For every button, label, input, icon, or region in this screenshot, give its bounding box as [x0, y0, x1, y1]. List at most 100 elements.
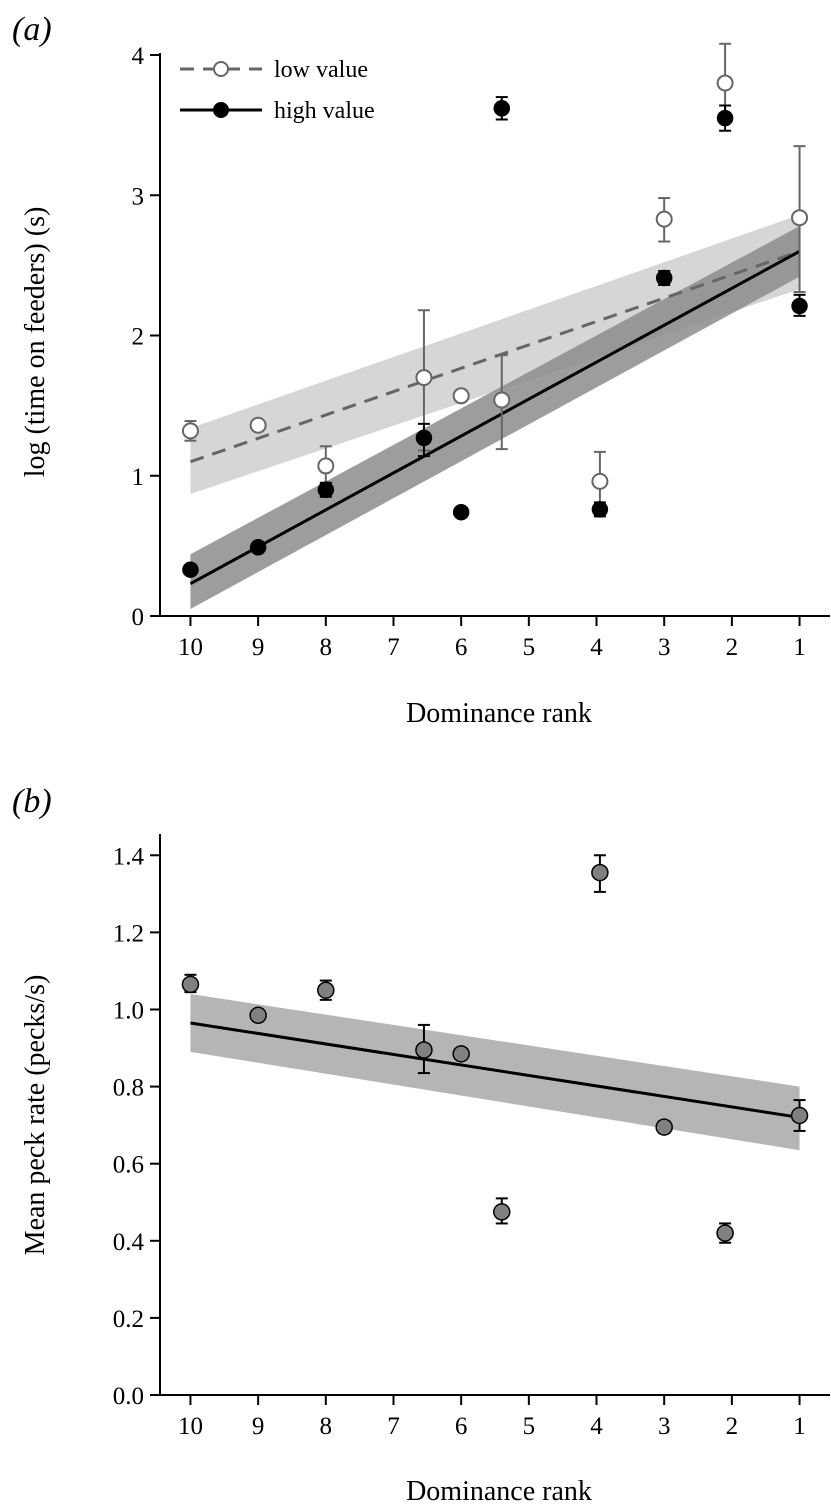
marker	[591, 501, 609, 518]
x-tick-label: 8	[320, 1413, 333, 1440]
confidence-bands	[190, 214, 800, 609]
marker	[415, 429, 433, 447]
confidence-band-fit	[190, 994, 800, 1151]
marker	[591, 472, 609, 490]
x-tick-label: 4	[590, 1413, 603, 1440]
data-points	[181, 854, 809, 1244]
marker	[181, 422, 199, 440]
y-tick-label: 0.4	[113, 1229, 145, 1256]
x-tick-label: 3	[658, 634, 671, 661]
marker	[249, 539, 267, 556]
marker	[791, 297, 808, 315]
marker	[181, 975, 200, 994]
marker	[452, 1045, 470, 1063]
panel-label-b: (b)	[12, 783, 52, 820]
marker	[249, 416, 267, 434]
y-tick-label: 1.0	[113, 997, 144, 1024]
marker	[790, 1106, 809, 1125]
marker	[493, 1203, 511, 1221]
y-tick-label: 2	[132, 324, 145, 351]
legend-low-label: low value	[274, 57, 368, 83]
x-tick-label: 1	[793, 634, 806, 661]
point-low-value-3	[415, 309, 433, 452]
fit-lines	[189, 249, 801, 586]
point-low-value-2	[317, 445, 335, 486]
y-tick-label: 0.2	[113, 1306, 144, 1333]
x-tick-label: 6	[455, 1413, 468, 1440]
x-tick-label: 7	[387, 634, 400, 661]
x-tick-label: 3	[658, 1413, 671, 1440]
point-high-value-8	[716, 104, 734, 132]
marker	[452, 387, 470, 405]
point-low-value-1	[249, 416, 267, 434]
y-tick-label: 0.6	[113, 1152, 144, 1179]
point-peck-rate-6	[591, 854, 609, 893]
point-peck-rate-4	[452, 1045, 470, 1063]
x-tick-label: 9	[252, 634, 265, 661]
point-peck-rate-3	[415, 1023, 433, 1075]
y-tick-label: 1.2	[113, 920, 144, 947]
point-peck-rate-0	[181, 973, 200, 994]
marker	[317, 981, 335, 999]
y-axis-label-b: Mean peck rate (pecks/s)	[20, 975, 51, 1256]
point-low-value-5	[493, 354, 511, 451]
point-peck-rate-8	[716, 1222, 734, 1244]
marker	[655, 210, 673, 228]
point-low-value-9	[791, 145, 809, 294]
x-tick-label: 5	[523, 634, 536, 661]
point-peck-rate-1	[249, 1006, 267, 1025]
marker	[182, 561, 199, 578]
point-low-value-7	[655, 197, 673, 243]
fit-line-high-value	[189, 250, 801, 586]
point-high-value-7	[655, 269, 673, 287]
marker	[317, 457, 335, 475]
y-tick-label: 0.0	[113, 1383, 144, 1410]
marker	[415, 1041, 433, 1059]
point-low-value-6	[591, 450, 609, 512]
marker	[249, 1006, 267, 1025]
x-tick-label: 10	[178, 1413, 203, 1440]
point-high-value-6	[591, 501, 609, 518]
legend-low-marker	[213, 61, 229, 77]
axes: 0 1 2 3 4 10 9 8 7 6 5 4 3 2 1	[132, 43, 830, 661]
x-tick-label: 4	[590, 634, 603, 661]
point-low-value-4	[452, 387, 470, 405]
confidence-band	[190, 994, 800, 1151]
marker	[591, 863, 609, 882]
point-high-value-2	[317, 481, 335, 499]
point-high-value-9	[791, 293, 808, 317]
x-tick-label: 6	[455, 634, 468, 661]
marker	[317, 481, 335, 499]
marker	[452, 503, 470, 521]
marker	[716, 74, 734, 92]
x-tick-label: 7	[387, 1413, 400, 1440]
y-tick-label: 0	[132, 604, 145, 631]
confidence-band-low-value	[190, 214, 800, 494]
y-tick-label: 3	[132, 183, 145, 210]
y-axis-label-a: log (time on feeders) (s)	[20, 207, 51, 478]
marker	[791, 209, 809, 227]
legend: low value high value	[180, 57, 375, 124]
marker	[655, 269, 673, 287]
panel-a: (a) 0 1 2 3 4 10 9 8 7 6 5 4 3 2 1 low value high valu…	[12, 11, 830, 729]
panel-label-a: (a)	[12, 11, 52, 48]
legend-high-label: high value	[274, 98, 375, 124]
y-tick-label: 0.8	[113, 1075, 144, 1102]
x-tick-label: 8	[320, 634, 333, 661]
marker	[716, 1224, 734, 1242]
point-peck-rate-2	[317, 979, 335, 1001]
x-tick-label: 10	[178, 634, 203, 661]
marker	[493, 391, 511, 409]
x-tick-label: 5	[523, 1413, 536, 1440]
x-axis-label-b: Dominance rank	[406, 1476, 592, 1507]
x-tick-label: 1	[793, 1413, 806, 1440]
y-tick-label: 1	[132, 464, 145, 491]
fit-line	[190, 1021, 800, 1119]
x-tick-label: 2	[726, 1413, 739, 1440]
marker	[415, 369, 433, 387]
x-tick-label: 9	[252, 1413, 265, 1440]
point-low-value-0	[181, 420, 199, 442]
point-high-value-3	[415, 422, 433, 458]
legend-high-marker	[213, 102, 229, 118]
